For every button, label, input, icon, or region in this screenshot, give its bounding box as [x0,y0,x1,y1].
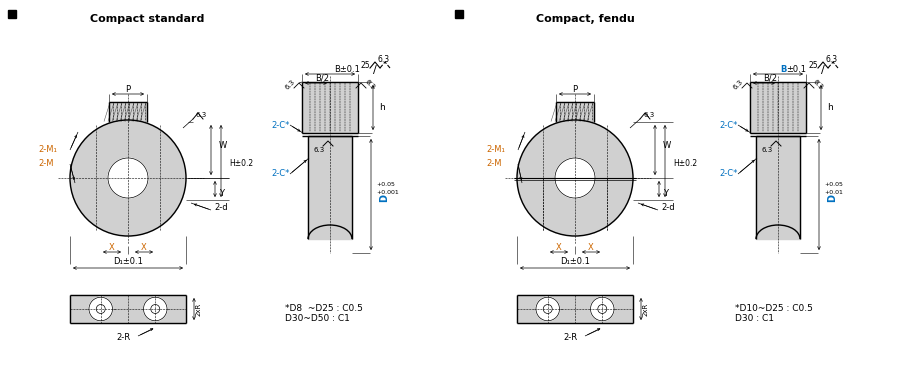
Bar [556,102,594,122]
Text: 2-C*: 2-C* [719,120,738,130]
Text: 6.3: 6.3 [196,112,207,118]
Text: H±0.2: H±0.2 [673,158,697,168]
Text: 6.3: 6.3 [732,79,744,91]
Circle shape [108,158,148,198]
Circle shape [555,158,595,198]
Text: 2-M: 2-M [38,160,54,168]
Text: D: D [379,194,389,202]
Text: B/2: B/2 [763,74,777,82]
Text: +0.01: +0.01 [824,190,843,195]
Circle shape [89,297,112,321]
Bar [455,10,463,18]
Bar [302,82,358,133]
Text: 2-C*: 2-C* [271,120,290,130]
Circle shape [591,297,614,321]
Text: B: B [780,64,787,74]
Bar [517,295,633,323]
Text: 2-R: 2-R [563,332,577,341]
Text: 6.3: 6.3 [762,147,773,153]
Text: H±0.2: H±0.2 [229,158,253,168]
Bar [750,82,806,133]
Text: P: P [126,85,130,93]
Text: 6.3: 6.3 [378,56,390,64]
Circle shape [517,120,633,236]
Text: D₁±0.1: D₁±0.1 [113,258,143,266]
Text: 25: 25 [808,61,818,71]
Text: Compact standard: Compact standard [90,14,205,24]
Text: X: X [588,243,594,253]
Bar [308,136,352,239]
Text: W: W [663,142,671,150]
Bar [70,295,186,323]
Text: 6.3: 6.3 [643,112,655,118]
Text: Compact, fendu: Compact, fendu [536,14,635,24]
Text: 6.3: 6.3 [812,79,824,91]
Text: ±0.1: ±0.1 [786,64,806,74]
Text: W: W [219,142,227,150]
Text: 2-M₁: 2-M₁ [38,146,57,154]
Text: X: X [110,243,115,253]
Text: B±0.1: B±0.1 [334,64,360,74]
Text: 2xR: 2xR [643,302,649,315]
Circle shape [536,297,559,321]
Bar [756,136,800,239]
Text: *D10~D25 : C0.5
D30 : C1: *D10~D25 : C0.5 D30 : C1 [735,304,813,324]
Text: P: P [572,85,577,93]
Text: +0.05: +0.05 [376,182,395,187]
Text: 6.3: 6.3 [364,79,376,91]
Text: 2-M: 2-M [486,160,501,168]
Text: Y: Y [663,188,668,198]
Circle shape [70,120,186,236]
Text: 2-R: 2-R [116,332,130,341]
Text: D₁±0.1: D₁±0.1 [560,258,590,266]
Text: Y: Y [219,188,224,198]
Text: B/2: B/2 [315,74,329,82]
Text: 2-d: 2-d [661,203,674,213]
Text: X: X [556,243,562,253]
Text: /: / [821,65,825,75]
Text: 6.3: 6.3 [284,79,296,91]
Text: +0.05: +0.05 [824,182,843,187]
Text: X: X [141,243,147,253]
Text: 2xR: 2xR [196,302,202,315]
Text: h: h [827,103,832,112]
Text: 2-C*: 2-C* [271,169,290,179]
Text: 6.3: 6.3 [826,56,838,64]
Text: 2-M₁: 2-M₁ [486,146,505,154]
Text: 2-C*: 2-C* [719,169,738,179]
Text: 2-d: 2-d [214,203,227,213]
Circle shape [144,297,167,321]
Text: /: / [374,65,377,75]
Bar [8,10,16,18]
Text: 6.3: 6.3 [314,147,325,153]
Text: *D8  ~D25 : C0.5
D30~D50 : C1: *D8 ~D25 : C0.5 D30~D50 : C1 [285,304,363,324]
Text: 25: 25 [360,61,370,71]
Text: h: h [379,103,384,112]
Bar [109,102,147,122]
Text: +0.001: +0.001 [376,190,399,195]
Text: D: D [827,194,837,202]
